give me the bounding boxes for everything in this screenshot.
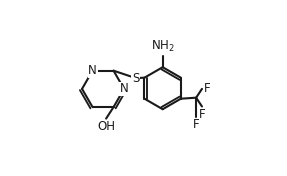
Text: N: N — [120, 82, 128, 95]
Text: S: S — [132, 71, 139, 84]
Text: NH$_2$: NH$_2$ — [151, 39, 174, 54]
Text: F: F — [199, 108, 205, 121]
Text: F: F — [193, 118, 199, 131]
Text: N: N — [88, 64, 97, 77]
Text: OH: OH — [97, 120, 115, 133]
Text: F: F — [203, 82, 210, 95]
